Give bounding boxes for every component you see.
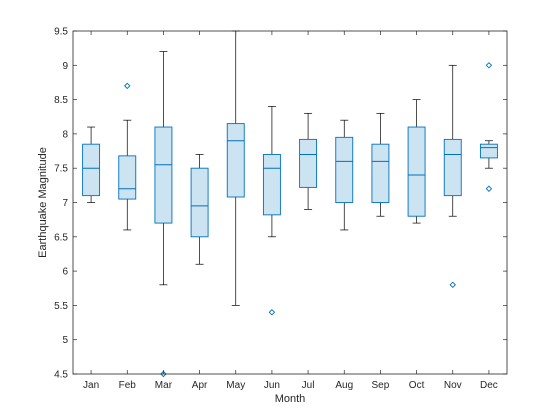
box-apr (190, 154, 209, 265)
y-tick-label: 9 (62, 61, 68, 72)
box-iqr (299, 138, 318, 188)
x-tick-label: Feb (119, 380, 137, 391)
x-tick-label: Jul (302, 380, 315, 391)
outlier-point (485, 62, 493, 69)
box-jul (299, 112, 318, 210)
x-tick-label: Apr (192, 380, 208, 391)
x-tick-label: Aug (335, 380, 353, 391)
box-iqr (226, 123, 245, 198)
box-feb (118, 82, 137, 231)
y-tick-label: 6.5 (54, 232, 68, 243)
box-sep (371, 112, 390, 217)
box-iqr (479, 143, 498, 159)
y-tick-label: 8.5 (54, 95, 68, 106)
box-jan (82, 126, 101, 203)
x-tick-label: Jun (264, 380, 280, 391)
x-axis-label: Month (275, 393, 306, 405)
y-tick-label: 8 (62, 129, 68, 140)
x-tick-label: May (226, 380, 245, 391)
x-tick-label: Nov (444, 380, 462, 391)
y-tick-label: 9.5 (54, 27, 68, 38)
y-tick-label: 6 (62, 267, 68, 278)
box-mar (154, 51, 173, 378)
y-axis-label: Earthquake Magnitude (37, 147, 49, 258)
x-tick-label: Jan (83, 380, 99, 391)
box-iqr (407, 126, 426, 217)
plot-frame (72, 30, 508, 375)
x-tick-label: Mar (155, 380, 173, 391)
y-tick-label: 5.5 (54, 301, 68, 312)
y-tick-label: 4.5 (54, 370, 68, 381)
box-iqr (443, 138, 462, 197)
y-tick-label: 7.5 (54, 164, 68, 175)
x-tick-label: Oct (409, 380, 425, 391)
y-axis: 4.5 5 5.5 6 6.5 7 7.5 8 8.5 9 9.5 (54, 27, 507, 381)
y-tick-label: 7 (62, 198, 68, 209)
x-axis: Jan Feb Mar Apr May Jun Jul Aug Sep Oct Nov Dec (83, 31, 498, 391)
outlier-point (160, 370, 167, 378)
x-tick-label: Dec (480, 380, 498, 391)
box-iqr (118, 155, 137, 200)
box-iqr (82, 143, 101, 197)
box-dec (479, 62, 498, 193)
boxes-layer (82, 30, 498, 378)
box-nov (443, 64, 462, 289)
box-iqr (371, 143, 390, 203)
box-iqr (262, 154, 281, 216)
x-tick-label: Sep (372, 380, 390, 391)
box-oct (407, 99, 426, 224)
axes-layer (72, 30, 508, 375)
box-jun (262, 106, 281, 316)
box-iqr (335, 136, 354, 203)
outlier-point (268, 309, 276, 316)
box-iqr (154, 126, 173, 224)
box-may (226, 30, 245, 306)
box-aug (335, 119, 354, 231)
outlier-point (485, 185, 493, 193)
box-iqr (190, 167, 209, 238)
y-tick-label: 5 (62, 335, 68, 346)
outlier-point (124, 82, 131, 90)
outlier-point (449, 281, 456, 289)
